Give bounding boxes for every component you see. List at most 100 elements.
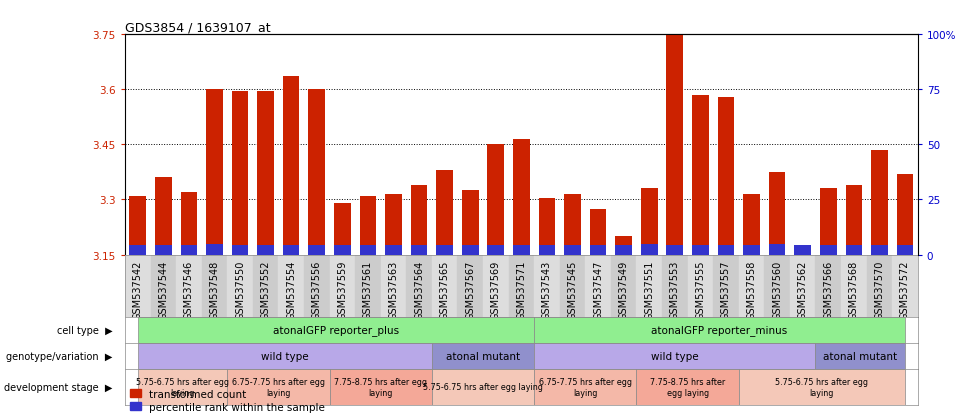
Bar — [130, 196, 146, 255]
Text: GSM537545: GSM537545 — [568, 260, 578, 319]
Bar — [462, 191, 479, 255]
Bar — [820, 189, 837, 255]
Text: GSM537559: GSM537559 — [337, 260, 347, 319]
Bar — [816, 343, 905, 369]
Bar — [615, 246, 632, 255]
Bar — [227, 369, 330, 405]
Bar — [330, 369, 431, 405]
Bar — [790, 255, 816, 317]
Bar — [155, 178, 172, 255]
Bar — [513, 140, 530, 255]
Bar — [636, 369, 739, 405]
Bar — [590, 246, 606, 255]
Text: GSM537566: GSM537566 — [824, 260, 833, 319]
Bar — [385, 195, 402, 255]
Text: cell type  ▶: cell type ▶ — [57, 325, 112, 335]
Text: development stage  ▶: development stage ▶ — [4, 382, 112, 392]
Bar — [232, 92, 248, 255]
Bar — [538, 198, 555, 255]
Bar — [743, 246, 760, 255]
Bar — [487, 246, 505, 255]
Bar — [410, 246, 428, 255]
Text: GSM537572: GSM537572 — [899, 260, 910, 319]
Text: wild type: wild type — [651, 351, 699, 361]
Text: 7.75-8.75 hrs after
egg laying: 7.75-8.75 hrs after egg laying — [650, 377, 726, 396]
Bar — [871, 246, 888, 255]
Text: 6.75-7.75 hrs after egg
laying: 6.75-7.75 hrs after egg laying — [539, 377, 631, 396]
Bar — [304, 255, 330, 317]
Bar — [534, 317, 905, 343]
Bar — [130, 246, 146, 255]
Bar — [687, 255, 713, 317]
Text: GSM537571: GSM537571 — [516, 260, 527, 319]
Bar — [227, 255, 253, 317]
Bar — [181, 193, 197, 255]
Bar — [611, 255, 636, 317]
Text: 7.75-8.75 hrs after egg
laying: 7.75-8.75 hrs after egg laying — [334, 377, 428, 396]
Bar — [385, 246, 402, 255]
Bar — [739, 369, 905, 405]
Bar — [739, 255, 764, 317]
Text: atonal mutant: atonal mutant — [824, 351, 898, 361]
Bar — [487, 145, 505, 255]
Text: GSM537549: GSM537549 — [619, 260, 628, 319]
Bar — [206, 244, 223, 255]
Bar — [585, 255, 611, 317]
Bar — [590, 209, 606, 255]
Bar — [871, 150, 888, 255]
Text: atonal mutant: atonal mutant — [446, 351, 520, 361]
Bar — [407, 255, 431, 317]
Text: atonalGFP reporter_minus: atonalGFP reporter_minus — [652, 324, 788, 335]
Bar — [743, 195, 760, 255]
Bar — [334, 204, 351, 255]
Bar — [232, 246, 248, 255]
Bar — [308, 246, 325, 255]
Bar — [662, 255, 687, 317]
Text: GSM537558: GSM537558 — [747, 260, 756, 319]
Bar — [151, 255, 176, 317]
Bar — [137, 369, 227, 405]
Bar — [559, 255, 585, 317]
Bar — [436, 171, 453, 255]
Bar — [692, 95, 708, 255]
Bar — [769, 173, 785, 255]
Bar — [892, 255, 918, 317]
Bar — [564, 246, 580, 255]
Bar — [334, 246, 351, 255]
Bar — [713, 255, 739, 317]
Text: GSM537546: GSM537546 — [184, 260, 194, 319]
Bar — [356, 255, 381, 317]
Text: genotype/variation  ▶: genotype/variation ▶ — [6, 351, 112, 361]
Text: GSM537568: GSM537568 — [849, 260, 859, 319]
Bar — [381, 255, 407, 317]
Bar — [846, 246, 862, 255]
Bar — [137, 343, 431, 369]
Bar — [283, 246, 300, 255]
Bar — [641, 189, 657, 255]
Bar — [279, 255, 304, 317]
Bar — [897, 246, 913, 255]
Bar — [137, 317, 534, 343]
Bar — [206, 90, 223, 255]
Bar — [534, 343, 816, 369]
Text: GSM537553: GSM537553 — [670, 260, 679, 319]
Bar — [692, 246, 708, 255]
Text: GSM537551: GSM537551 — [644, 260, 654, 319]
Text: GSM537562: GSM537562 — [798, 260, 807, 319]
Bar — [308, 90, 325, 255]
Text: GSM537560: GSM537560 — [772, 260, 782, 319]
Text: GSM537554: GSM537554 — [286, 260, 296, 319]
Bar — [483, 255, 508, 317]
Bar — [258, 92, 274, 255]
Bar — [820, 246, 837, 255]
Bar — [846, 185, 862, 255]
Bar — [253, 255, 279, 317]
Text: GSM537557: GSM537557 — [721, 260, 731, 319]
Text: GSM537563: GSM537563 — [388, 260, 399, 319]
Bar — [795, 246, 811, 255]
Bar — [431, 343, 534, 369]
Bar — [359, 246, 376, 255]
Bar — [431, 255, 457, 317]
Bar — [359, 196, 376, 255]
Text: GSM537564: GSM537564 — [414, 260, 424, 319]
